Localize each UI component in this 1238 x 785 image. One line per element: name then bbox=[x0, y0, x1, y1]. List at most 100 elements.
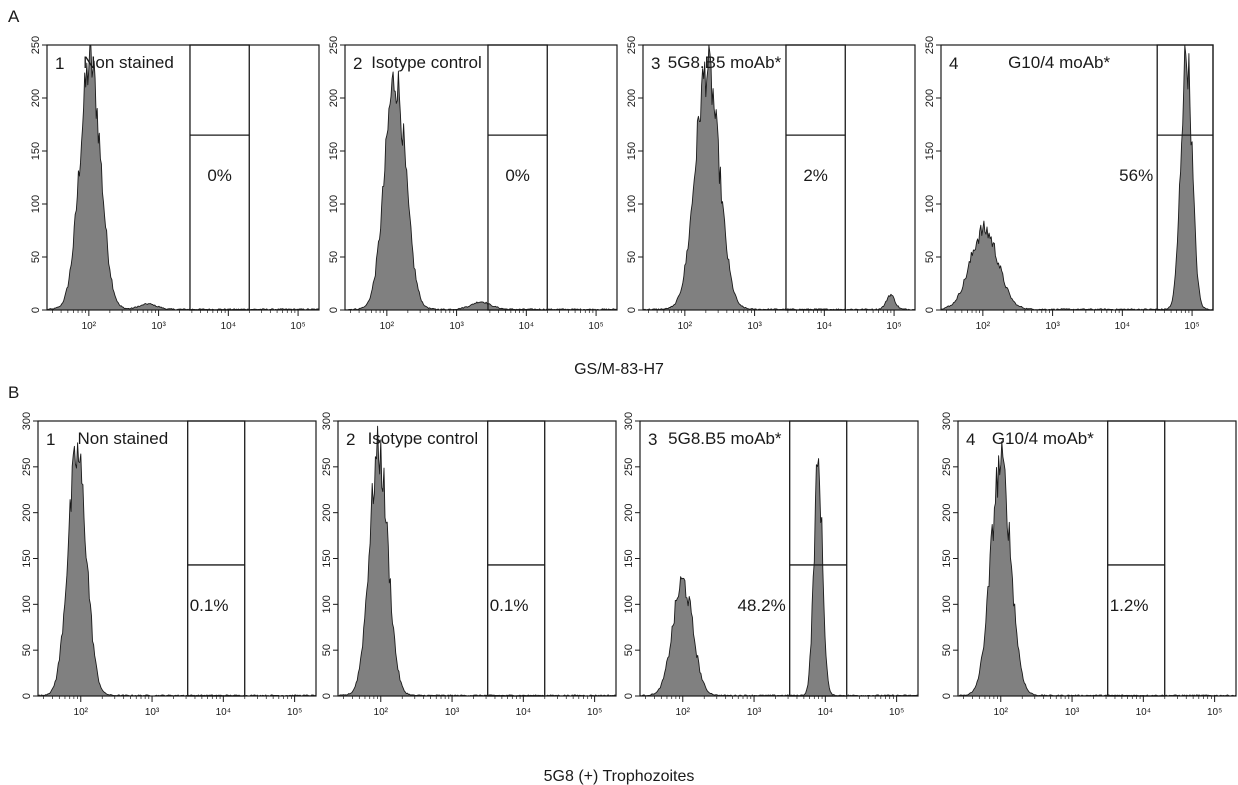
histogram-panel-a4: 0 50 100 150 200 250 10² 10³ 10⁴ 10⁵ 4 G10/4 moAb* 5… bbox=[924, 36, 1214, 332]
panel-title: G10/4 moAb* bbox=[992, 429, 1094, 448]
x-tick-label: 10⁵ bbox=[290, 321, 305, 332]
x-tick-label: 10³ bbox=[1045, 321, 1060, 332]
y-tick-label: 200 bbox=[941, 503, 953, 521]
x-tick-label: 10³ bbox=[151, 321, 166, 332]
x-tick-label: 10⁵ bbox=[287, 707, 302, 718]
x-tick-label: 10⁴ bbox=[516, 707, 531, 718]
gate-percentage: 48.2% bbox=[737, 596, 785, 615]
panel-index: 4 bbox=[966, 430, 975, 449]
x-tick-label: 10³ bbox=[145, 707, 160, 718]
histogram-area bbox=[940, 44, 1214, 311]
y-tick-label: 50 bbox=[924, 251, 936, 263]
y-tick-label: 200 bbox=[626, 89, 638, 107]
panel-index: 1 bbox=[46, 430, 55, 449]
histogram-area bbox=[46, 44, 320, 311]
y-tick-label: 250 bbox=[924, 36, 936, 54]
x-tick-label: 10⁵ bbox=[1184, 321, 1199, 332]
y-tick-label: 150 bbox=[623, 549, 635, 567]
y-tick-label: 100 bbox=[924, 195, 936, 213]
panel-title: Isotype control bbox=[368, 429, 479, 448]
histogram-area bbox=[642, 44, 916, 311]
y-tick-label: 50 bbox=[328, 251, 340, 263]
panel-index: 1 bbox=[55, 54, 64, 73]
x-tick-label: 10³ bbox=[747, 707, 762, 718]
x-tick-label: 10² bbox=[678, 321, 693, 332]
plot-frame bbox=[46, 44, 320, 311]
histogram-area bbox=[337, 425, 617, 697]
y-tick-label: 150 bbox=[21, 549, 33, 567]
y-tick-label: 150 bbox=[941, 549, 953, 567]
panel-letter-b: B bbox=[8, 383, 19, 402]
panel-title: Isotype control bbox=[371, 53, 482, 72]
histogram-area bbox=[344, 70, 618, 311]
y-tick-label: 0 bbox=[924, 307, 936, 313]
panel-title: 5G8.B5 moAb* bbox=[668, 429, 782, 448]
x-tick-label: 10³ bbox=[445, 707, 460, 718]
gate-region bbox=[487, 420, 546, 697]
x-tick-label: 10² bbox=[380, 321, 395, 332]
panel-index: 3 bbox=[651, 54, 660, 73]
panel-index: 4 bbox=[949, 54, 958, 73]
y-tick-label: 150 bbox=[626, 142, 638, 160]
y-tick-label: 0 bbox=[626, 307, 638, 313]
histogram-panel-b4: 0 50 100 150 200 250 300 10² 10³ 10⁴ 10⁵ 4 G10/4 moA… bbox=[941, 412, 1237, 718]
y-tick-label: 50 bbox=[21, 644, 33, 656]
row-a-caption: GS/M-83-H7 bbox=[574, 361, 664, 378]
y-tick-label: 0 bbox=[30, 307, 42, 313]
plot-frame bbox=[642, 44, 916, 311]
x-tick-label: 10² bbox=[82, 321, 97, 332]
histogram-panel-b3: 0 50 100 150 200 250 300 10² 10³ 10⁴ 10⁵ 3 5G8.B5 mo… bbox=[623, 412, 919, 718]
y-tick-label: 300 bbox=[21, 412, 33, 430]
x-tick-label: 10⁴ bbox=[818, 707, 833, 718]
x-tick-label: 10⁴ bbox=[216, 707, 231, 718]
y-tick-label: 200 bbox=[21, 503, 33, 521]
x-tick-label: 10⁴ bbox=[519, 321, 534, 332]
row-b-caption: 5G8 (+) Trophozoites bbox=[544, 768, 695, 785]
y-tick-label: 50 bbox=[623, 644, 635, 656]
histogram-panel-a2: 0 50 100 150 200 250 10² 10³ 10⁴ 10⁵ 2 Isotype cont… bbox=[328, 36, 618, 332]
x-tick-label: 10⁴ bbox=[221, 321, 236, 332]
panel-title: G10/4 moAb* bbox=[1008, 53, 1110, 72]
histogram-panel-b1: 0 50 100 150 200 250 300 10² 10³ 10⁴ 10⁵ 1 Non stain… bbox=[21, 412, 317, 718]
panel-title: Non stained bbox=[83, 53, 174, 72]
panel-index: 2 bbox=[353, 54, 362, 73]
x-tick-label: 10² bbox=[994, 707, 1009, 718]
y-tick-label: 0 bbox=[623, 693, 635, 699]
x-tick-label: 10⁵ bbox=[886, 321, 901, 332]
x-tick-label: 10² bbox=[676, 707, 691, 718]
x-tick-label: 10² bbox=[976, 321, 991, 332]
y-tick-label: 250 bbox=[321, 458, 333, 476]
y-tick-label: 0 bbox=[328, 307, 340, 313]
y-tick-label: 0 bbox=[941, 693, 953, 699]
panel-title: 5G8.B5 moAb* bbox=[668, 53, 782, 72]
y-tick-label: 100 bbox=[321, 595, 333, 613]
y-tick-label: 100 bbox=[941, 595, 953, 613]
y-tick-label: 200 bbox=[30, 89, 42, 107]
panel-index: 2 bbox=[346, 430, 355, 449]
y-tick-label: 150 bbox=[328, 142, 340, 160]
gate-region bbox=[1107, 420, 1166, 697]
x-tick-label: 10³ bbox=[1065, 707, 1080, 718]
plot-frame bbox=[344, 44, 618, 311]
histogram-panel-b2: 0 50 100 150 200 250 300 10² 10³ 10⁴ 10⁵ 2 Isotype c… bbox=[321, 412, 617, 718]
y-tick-label: 300 bbox=[623, 412, 635, 430]
gate-percentage: 1.2% bbox=[1110, 596, 1149, 615]
histogram-panel-a3: 0 50 100 150 200 250 10² 10³ 10⁴ 10⁵ 3 5G8.B5 moAb*… bbox=[626, 36, 916, 332]
x-tick-label: 10⁴ bbox=[1136, 707, 1151, 718]
histogram-area bbox=[37, 442, 317, 697]
y-tick-label: 200 bbox=[328, 89, 340, 107]
y-tick-label: 200 bbox=[924, 89, 936, 107]
gate-percentage: 2% bbox=[803, 166, 828, 185]
x-tick-label: 10⁵ bbox=[889, 707, 904, 718]
gate-region bbox=[189, 44, 250, 311]
y-tick-label: 250 bbox=[30, 36, 42, 54]
x-tick-label: 10² bbox=[374, 707, 389, 718]
y-tick-label: 250 bbox=[21, 458, 33, 476]
x-tick-label: 10² bbox=[74, 707, 89, 718]
histogram-panel-a1: 0 50 100 150 200 250 10² 10³ 10⁴ 10⁵ 1 Non stained 0… bbox=[30, 36, 320, 332]
histogram-area bbox=[639, 458, 919, 697]
x-tick-label: 10⁵ bbox=[1207, 707, 1222, 718]
gate-percentage: 56% bbox=[1119, 166, 1153, 185]
